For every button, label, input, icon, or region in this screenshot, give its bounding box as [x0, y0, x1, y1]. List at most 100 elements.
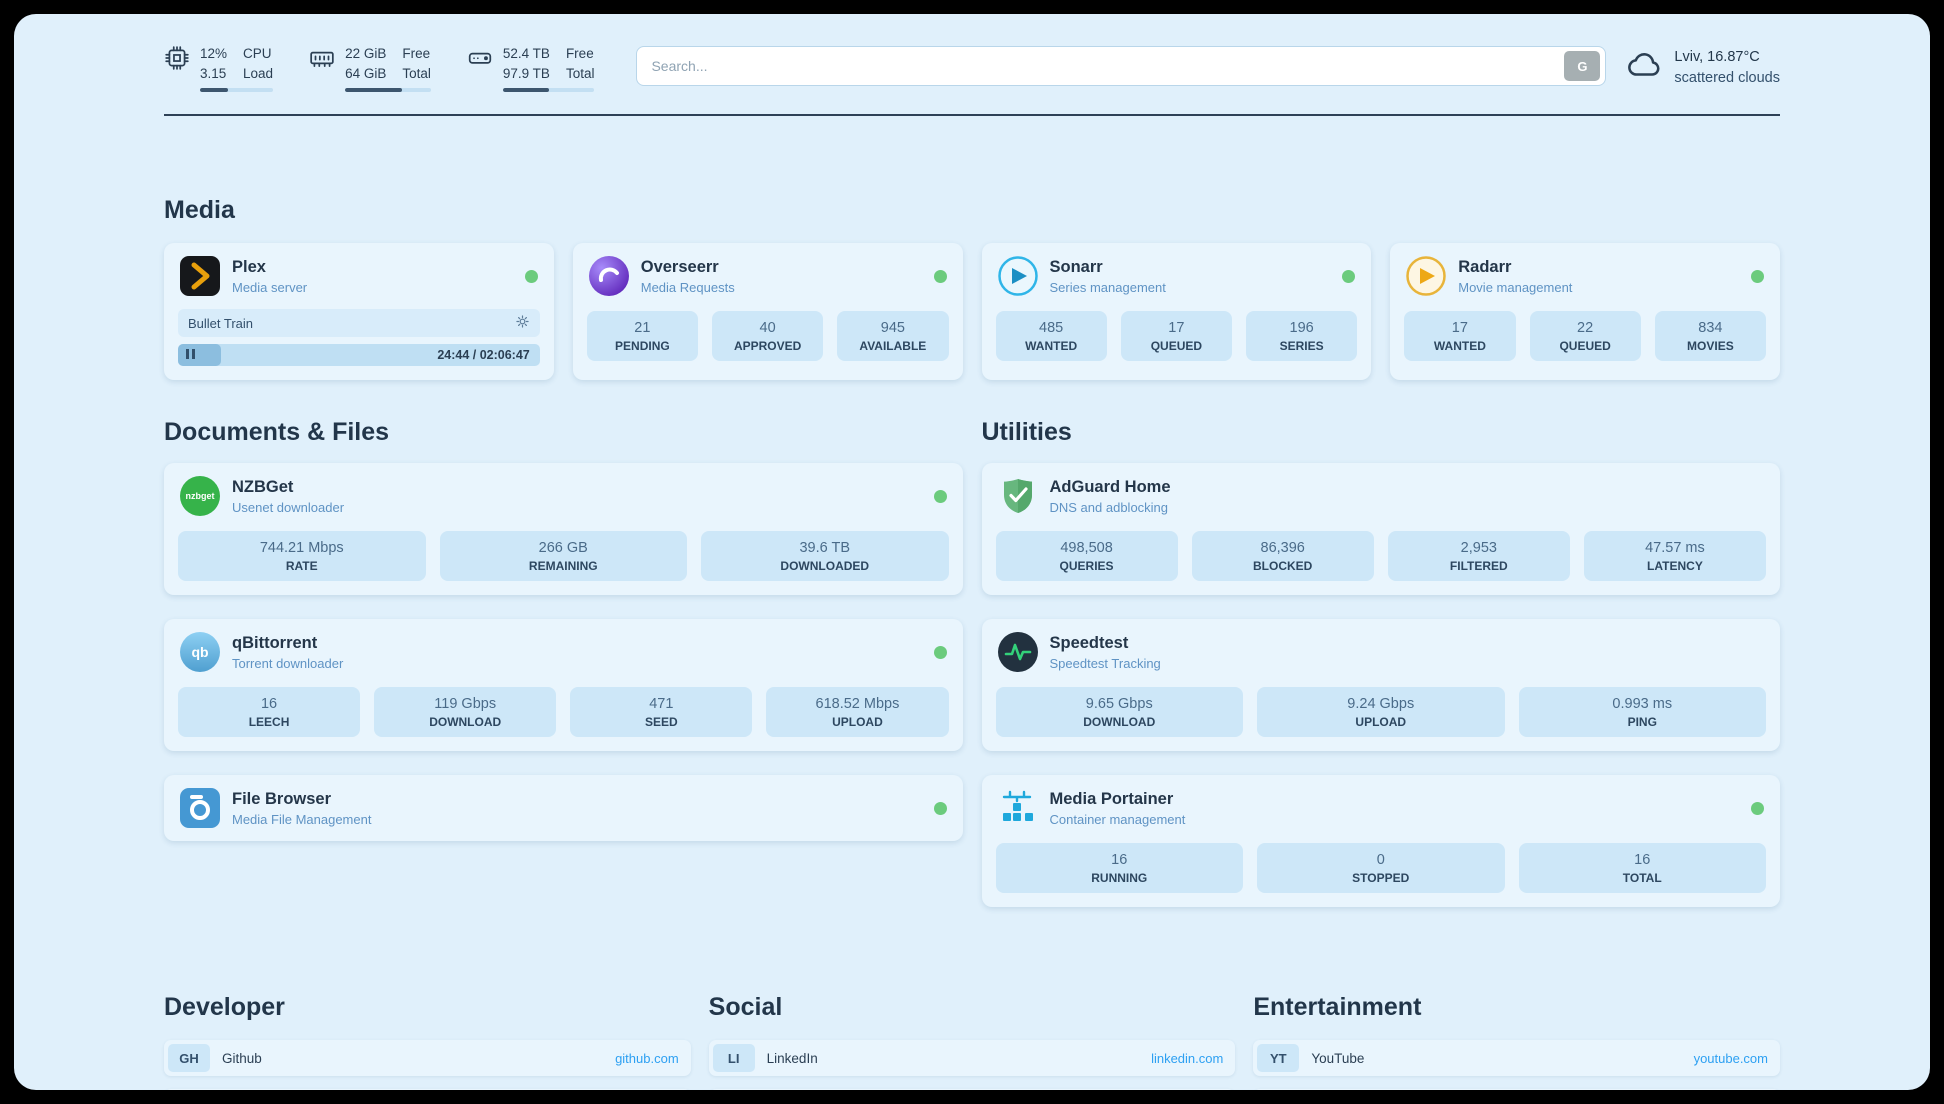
bookmark-group-entertainment: Entertainment YT YouTube youtube.com NF …: [1253, 993, 1780, 1090]
stat-label: WANTED: [1433, 339, 1486, 354]
bookmark-github[interactable]: GH Github github.com: [164, 1040, 691, 1077]
ram-total-label: Total: [402, 65, 431, 81]
app-subtitle: Usenet downloader: [232, 499, 345, 515]
gear-icon[interactable]: [515, 314, 530, 332]
search-bar[interactable]: G: [636, 46, 1607, 86]
status-dot: [524, 269, 538, 283]
cloud-icon: [1626, 46, 1664, 89]
weather-condition: scattered clouds: [1674, 69, 1780, 86]
card-head: File Browser Media File Management: [164, 775, 963, 841]
bookmark-netflix[interactable]: NF Netflix netflix.com: [1253, 1089, 1780, 1090]
cpu-progress-bar: [200, 88, 274, 93]
app-card-radarr[interactable]: Radarr Movie management 17 WANTED 22 QUE…: [1390, 243, 1780, 381]
bookmark-name: YouTube: [1311, 1050, 1365, 1066]
stat-label: QUEUED: [1150, 339, 1203, 354]
stat-label: PING: [1627, 715, 1657, 730]
app-card-qbittorrent[interactable]: qb qBittorrent Torrent downloader 16 LEE…: [164, 619, 963, 752]
stat-label: LATENCY: [1647, 559, 1703, 574]
cpu-monitor-body: 12% 3.15 CPU Load: [200, 44, 274, 93]
bookmark-group-developer: Developer GH Github github.com SO StackO…: [164, 993, 691, 1090]
app-card-overseerr[interactable]: Overseerr Media Requests 21 PENDING 40 A…: [572, 243, 963, 381]
ram-total-value: 64 GiB: [345, 65, 387, 81]
documents-column: Documents & Files nzbget NZBGet Usenet d…: [164, 418, 963, 865]
card-head: Sonarr Series management: [982, 243, 1372, 309]
stat-box: 39.6 TB DOWNLOADED: [701, 531, 949, 582]
stat-label: UPLOAD: [1355, 715, 1407, 730]
stat-label: DOWNLOADED: [780, 559, 870, 574]
app-card-portainer[interactable]: Media Portainer Container management 16 …: [981, 775, 1781, 908]
cpu-usage-label: CPU: [243, 46, 272, 61]
bookmark-url[interactable]: github.com: [615, 1050, 679, 1066]
app-subtitle: Media File Management: [232, 811, 372, 827]
ram-progress-bar: [345, 88, 431, 93]
disk-progress-bar: [502, 88, 595, 93]
card-head: qb qBittorrent Torrent downloader: [164, 619, 963, 685]
app-name: Sonarr: [1049, 257, 1103, 276]
bookmark-url[interactable]: youtube.com: [1693, 1050, 1768, 1066]
stat-box: 40 APPROVED: [712, 311, 824, 362]
app-card-nzbget[interactable]: nzbget NZBGet Usenet downloader 744.21 M…: [164, 463, 963, 596]
app-name: File Browser: [232, 789, 332, 808]
stat-value: 119 Gbps: [434, 696, 497, 713]
disk-progress-fill: [502, 88, 549, 93]
section-title-social: Social: [708, 993, 783, 1022]
stat-box: 86,396 BLOCKED: [1191, 531, 1374, 582]
card-head: AdGuard Home DNS and adblocking: [982, 463, 1781, 529]
status-dot: [933, 489, 947, 503]
stat-label: PENDING: [615, 339, 670, 354]
stat-label: STOPPED: [1352, 871, 1410, 886]
plex-progress-track[interactable]: 24:44 / 02:06:47: [178, 344, 540, 367]
stat-value: 86,396: [1260, 540, 1305, 557]
stat-label: RUNNING: [1091, 871, 1148, 886]
app-card-plex[interactable]: Plex Media server Bullet Train 24: [164, 243, 554, 381]
stat-label: LEECH: [248, 715, 290, 730]
search-engine-button[interactable]: G: [1564, 51, 1601, 81]
nzbget-icon: nzbget: [180, 476, 220, 517]
search-input[interactable]: [651, 58, 1565, 74]
card-head: Media Portainer Container management: [982, 775, 1781, 841]
app-name: qBittorrent: [232, 633, 318, 652]
stat-label: UPLOAD: [832, 715, 883, 730]
stat-value: 47.57 ms: [1645, 540, 1705, 557]
app-titles: qBittorrent Torrent downloader: [232, 634, 343, 671]
weather-widget: Lviv, 16.87°C scattered clouds: [1626, 46, 1780, 89]
bookmark-stackoverflow[interactable]: SO StackOverflow stackoverflow.com: [164, 1089, 691, 1090]
stat-value: 21: [634, 320, 651, 337]
app-card-filebrowser[interactable]: File Browser Media File Management: [164, 775, 963, 842]
app-card-adguard[interactable]: AdGuard Home DNS and adblocking 498,508 …: [981, 463, 1781, 596]
stat-box: 618.52 Mbps UPLOAD: [766, 687, 949, 738]
utilities-column: Utilities AdGuard Home DNS and adblockin…: [981, 418, 1781, 931]
stat-box: 47.57 ms LATENCY: [1583, 531, 1766, 582]
app-card-sonarr[interactable]: Sonarr Series management 485 WANTED 17 Q…: [981, 243, 1372, 381]
system-monitors: 12% 3.15 CPU Load: [164, 44, 595, 93]
bookmark-youtube[interactable]: YT YouTube youtube.com: [1253, 1040, 1780, 1077]
bookmark-twitter[interactable]: TW Twitter twitter.com: [708, 1089, 1236, 1090]
card-head: Speedtest Speedtest Tracking: [982, 619, 1781, 685]
stats-row: 485 WANTED 17 QUEUED 196 SERIES: [982, 309, 1372, 375]
stat-value: 744.21 Mbps: [259, 540, 344, 557]
app-subtitle: Series management: [1049, 279, 1166, 295]
app-subtitle: Speedtest Tracking: [1049, 655, 1161, 671]
disk-free-value: 52.4 TB: [502, 46, 550, 61]
app-titles: Plex Media server: [232, 258, 307, 295]
sonarr-icon: [997, 256, 1038, 296]
stat-label: FILTERED: [1449, 559, 1508, 574]
status-dot: [933, 801, 947, 815]
media-row: Plex Media server Bullet Train 24: [164, 243, 1780, 381]
stat-box: 17 WANTED: [1404, 311, 1516, 362]
app-subtitle: Movie management: [1458, 279, 1573, 295]
bookmark-linkedin[interactable]: LI LinkedIn linkedin.com: [708, 1040, 1236, 1077]
bookmark-url[interactable]: linkedin.com: [1151, 1050, 1224, 1066]
pause-icon[interactable]: [186, 346, 198, 364]
stats-row: 16 RUNNING 0 STOPPED 16 TOTAL: [982, 841, 1781, 907]
disk-monitor-body: 52.4 TB 97.9 TB Free Total: [502, 44, 595, 93]
status-dot: [933, 645, 947, 659]
stat-box: 21 PENDING: [586, 311, 698, 362]
stat-box: 471 SEED: [570, 687, 753, 738]
stat-label: SERIES: [1279, 339, 1324, 354]
stat-value: 0: [1376, 852, 1385, 869]
app-name: AdGuard Home: [1049, 477, 1171, 496]
app-card-speedtest[interactable]: Speedtest Speedtest Tracking 9.65 Gbps D…: [981, 619, 1781, 752]
dashboard-frame: 12% 3.15 CPU Load: [14, 14, 1930, 1090]
stat-value: 16: [1634, 852, 1651, 869]
